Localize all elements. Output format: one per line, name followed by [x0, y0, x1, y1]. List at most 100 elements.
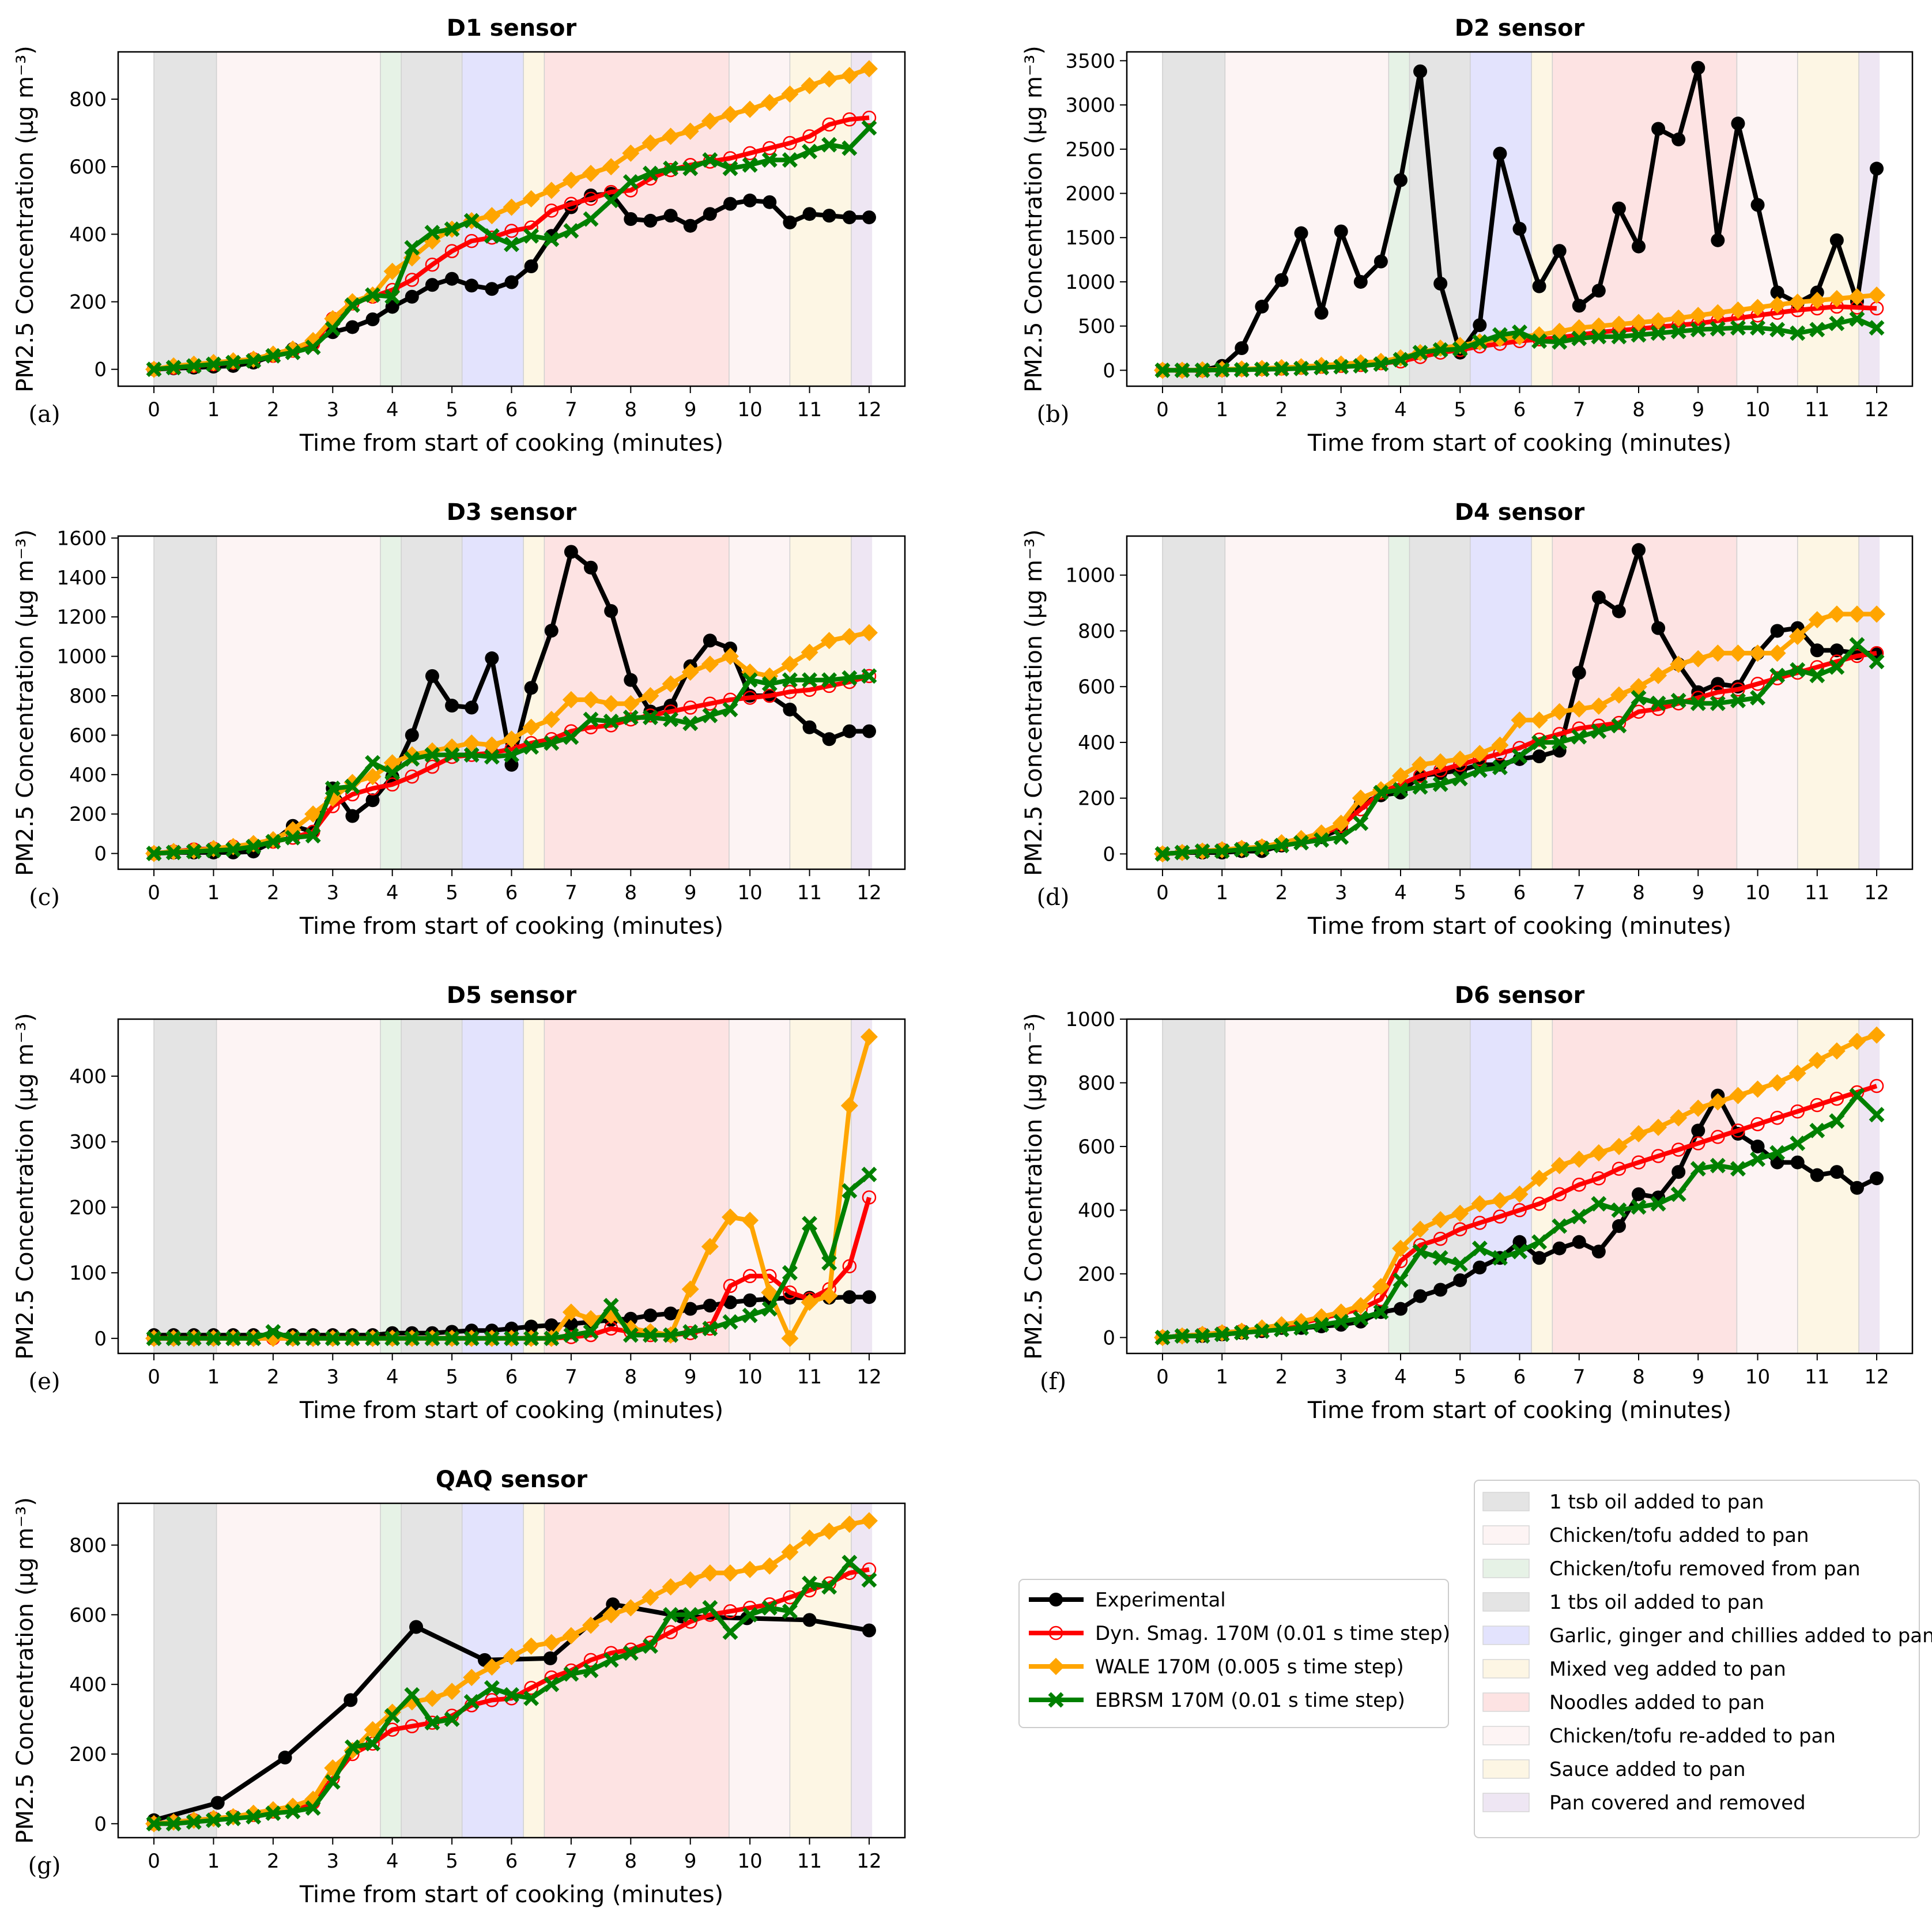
- ebrsm-point: [1154, 1329, 1171, 1345]
- wale-point: [364, 768, 382, 786]
- dyn-point: [1532, 1197, 1546, 1211]
- ebrsm-point: [1571, 330, 1587, 346]
- wale-point: [701, 1564, 719, 1582]
- dyn-point: [862, 110, 877, 125]
- x-tick-label: 6: [1514, 398, 1526, 421]
- wale-point: [582, 1616, 600, 1634]
- ebrsm-point: [246, 839, 262, 855]
- y-tick-label: 0: [94, 1328, 107, 1351]
- wale-point: [483, 736, 501, 754]
- ebrsm-point: [186, 1330, 202, 1347]
- wale-point: [1709, 644, 1727, 662]
- y-axis-label: PM2.5 Concentration (μg m⁻³): [12, 529, 39, 876]
- wale-point: [1650, 1118, 1667, 1136]
- ebrsm-point: [463, 747, 480, 763]
- legend-swatch: [1482, 1659, 1530, 1679]
- exp-point: [1453, 1273, 1467, 1287]
- dyn-point: [425, 759, 440, 774]
- wale-point: [781, 1543, 799, 1561]
- event-band: [1409, 52, 1470, 386]
- exp-point: [842, 724, 856, 738]
- event-band: [851, 1503, 873, 1838]
- wale-point: [1471, 1195, 1489, 1213]
- ebrsm-point: [603, 193, 619, 209]
- exp-point: [210, 1796, 225, 1810]
- event-band: [1797, 1019, 1859, 1353]
- ebrsm-point: [761, 1600, 778, 1616]
- dyn-point: [763, 688, 777, 703]
- x-tick-label: 8: [624, 398, 637, 421]
- wale-point: [602, 1606, 620, 1624]
- x-tick-label: 10: [1745, 881, 1770, 904]
- dyn-point: [723, 151, 738, 165]
- legend-entry-exp: Experimental: [1029, 1589, 1226, 1612]
- exp-point: [485, 651, 499, 666]
- ebrsm-point: [563, 1666, 579, 1682]
- exp-point: [703, 207, 717, 221]
- x-axis-label: Time from start of cooking (minutes): [1307, 1397, 1731, 1424]
- y-tick-label: 0: [94, 359, 107, 382]
- event-band: [790, 1503, 851, 1838]
- wale-point: [1868, 286, 1886, 304]
- x-tick-label: 7: [1573, 1366, 1586, 1389]
- wale-point: [522, 1637, 540, 1655]
- ebrsm-point: [622, 1645, 639, 1661]
- wale-point: [1530, 1170, 1548, 1187]
- ebrsm-point: [404, 240, 420, 256]
- wale-point: [463, 1669, 481, 1687]
- wale-point: [840, 1097, 858, 1115]
- exp-point: [409, 1620, 424, 1634]
- event-band: [216, 52, 380, 386]
- wale-point: [1729, 301, 1747, 319]
- y-tick-label: 1600: [56, 527, 107, 550]
- ebrsm-point: [761, 676, 778, 692]
- exp-point: [584, 560, 598, 575]
- ebrsm-point: [504, 747, 519, 763]
- y-tick-label: 600: [69, 724, 107, 747]
- wale-point: [383, 262, 401, 280]
- exp-point: [802, 207, 817, 221]
- x-tick-label: 11: [797, 1850, 822, 1873]
- wale-point: [1729, 1087, 1747, 1104]
- ebrsm-point: [165, 844, 182, 861]
- event-band: [1409, 536, 1470, 869]
- dyn-point: [742, 1269, 757, 1284]
- exp-point: [1532, 749, 1546, 764]
- x-tick-label: 3: [326, 881, 339, 904]
- ebrsm-point: [1769, 1145, 1786, 1161]
- exp-point: [564, 545, 578, 559]
- ebrsm-point: [146, 846, 162, 862]
- x-tick-label: 2: [267, 1366, 280, 1389]
- x-tick-label: 10: [738, 1366, 763, 1389]
- exp-point: [485, 282, 499, 296]
- wale-point: [722, 647, 739, 665]
- ebrsm-point: [1790, 662, 1806, 678]
- ebrsm-point: [523, 1330, 539, 1347]
- dyn-point: [1750, 677, 1765, 691]
- x-tick-label: 9: [684, 1850, 697, 1873]
- ebrsm-point: [1214, 362, 1230, 378]
- exp-point: [1572, 666, 1586, 680]
- x-tick-label: 4: [386, 1850, 399, 1873]
- y-tick-label: 400: [69, 1065, 107, 1088]
- exp-point: [1393, 173, 1408, 187]
- wale-point: [503, 198, 520, 216]
- y-tick-label: 200: [69, 291, 107, 314]
- ebrsm-point: [504, 236, 519, 252]
- series-legend: Experimental Dyn. Smag. 170M (0.01 s time…: [1018, 1579, 1450, 1728]
- exp-point: [783, 702, 797, 716]
- x-tick-label: 0: [1156, 881, 1169, 904]
- ebrsm-point: [384, 1708, 401, 1724]
- ebrsm-point: [1254, 840, 1270, 857]
- y-tick-label: 1000: [1065, 1008, 1115, 1031]
- wale-point: [1590, 697, 1608, 715]
- event-band: [154, 52, 217, 386]
- y-tick-label: 200: [69, 1196, 107, 1219]
- ebrsm-point: [384, 289, 401, 305]
- ebrsm-point: [1432, 776, 1448, 792]
- y-axis-label: PM2.5 Concentration (μg m⁻³): [12, 1013, 39, 1360]
- exp-point: [504, 275, 519, 289]
- wale-point: [820, 632, 838, 650]
- exp-point: [465, 700, 479, 715]
